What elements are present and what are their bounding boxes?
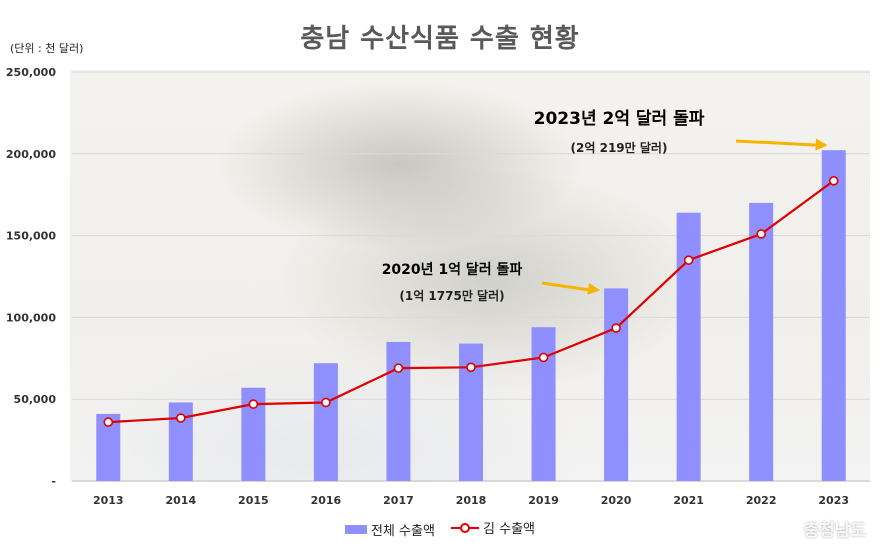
y-tick-label: -	[51, 475, 56, 488]
x-tick-label: 2019	[528, 494, 559, 507]
annotation-text: 2023년 2억 달러 돌파	[534, 108, 705, 129]
point-2022	[756, 229, 766, 239]
bar-2019	[531, 327, 556, 481]
legend: 전체 수출액 김 수출액	[0, 518, 880, 539]
annotation-arrow-shaft	[541, 281, 593, 292]
bar-2016	[313, 363, 338, 481]
annotation-text: 2020년 1억 달러 돌파	[382, 262, 523, 278]
annotation-subtext: (1억 1775만 달러)	[399, 288, 504, 303]
annotation-arrow-shaft	[735, 139, 820, 147]
x-tick-label: 2016	[311, 494, 342, 507]
bar-2017	[386, 341, 411, 481]
legend-bar-swatch	[344, 524, 367, 534]
point-2014	[176, 413, 186, 423]
legend-label-gim: 김 수출액	[483, 522, 536, 537]
y-tick-label: 200,000	[6, 148, 56, 161]
x-tick-label: 2021	[673, 494, 704, 507]
chart-title: 충남 수산식품 수출 현황	[300, 24, 580, 54]
x-tick-label: 2013	[93, 494, 124, 507]
bar-2023	[821, 150, 846, 481]
legend-item-total: 전체 수출액	[344, 520, 435, 539]
watermark-logo: 충청남도	[803, 521, 866, 541]
point-2013	[103, 417, 114, 427]
bar-2020	[604, 288, 629, 481]
bar-2021	[676, 212, 701, 482]
point-2019	[538, 352, 549, 363]
legend-line-swatch	[451, 522, 480, 534]
y-tick-label: 150,000	[6, 230, 56, 243]
annotation-subtext: (2억 219만 달러)	[571, 140, 668, 155]
y-tick-label: 50,000	[14, 393, 57, 406]
y-tick-label: 100,000	[6, 311, 56, 324]
x-tick-label: 2022	[746, 494, 777, 507]
bar-2022	[749, 202, 774, 481]
x-tick-label: 2023	[818, 494, 849, 507]
x-tick-label: 2017	[383, 494, 414, 507]
annotation-arrow-head	[815, 138, 828, 151]
point-2015	[248, 399, 259, 409]
x-tick-label: 2014	[166, 494, 197, 507]
x-tick-label: 2020	[601, 494, 632, 507]
x-tick-label: 2018	[456, 494, 487, 507]
x-tick-label: 2015	[238, 494, 269, 507]
point-2017	[393, 363, 404, 373]
y-tick-label: 250,000	[6, 66, 56, 79]
legend-item-gim: 김 수출액	[451, 518, 535, 537]
unit-label: (단위 : 천 달러)	[10, 42, 84, 55]
point-2018	[466, 362, 476, 373]
point-2016	[321, 397, 331, 408]
point-2021	[683, 255, 694, 265]
annotation-arrow-head	[587, 282, 601, 295]
point-2020	[611, 323, 621, 333]
legend-label-total: 전체 수출액	[370, 523, 435, 539]
point-2023	[828, 175, 839, 186]
